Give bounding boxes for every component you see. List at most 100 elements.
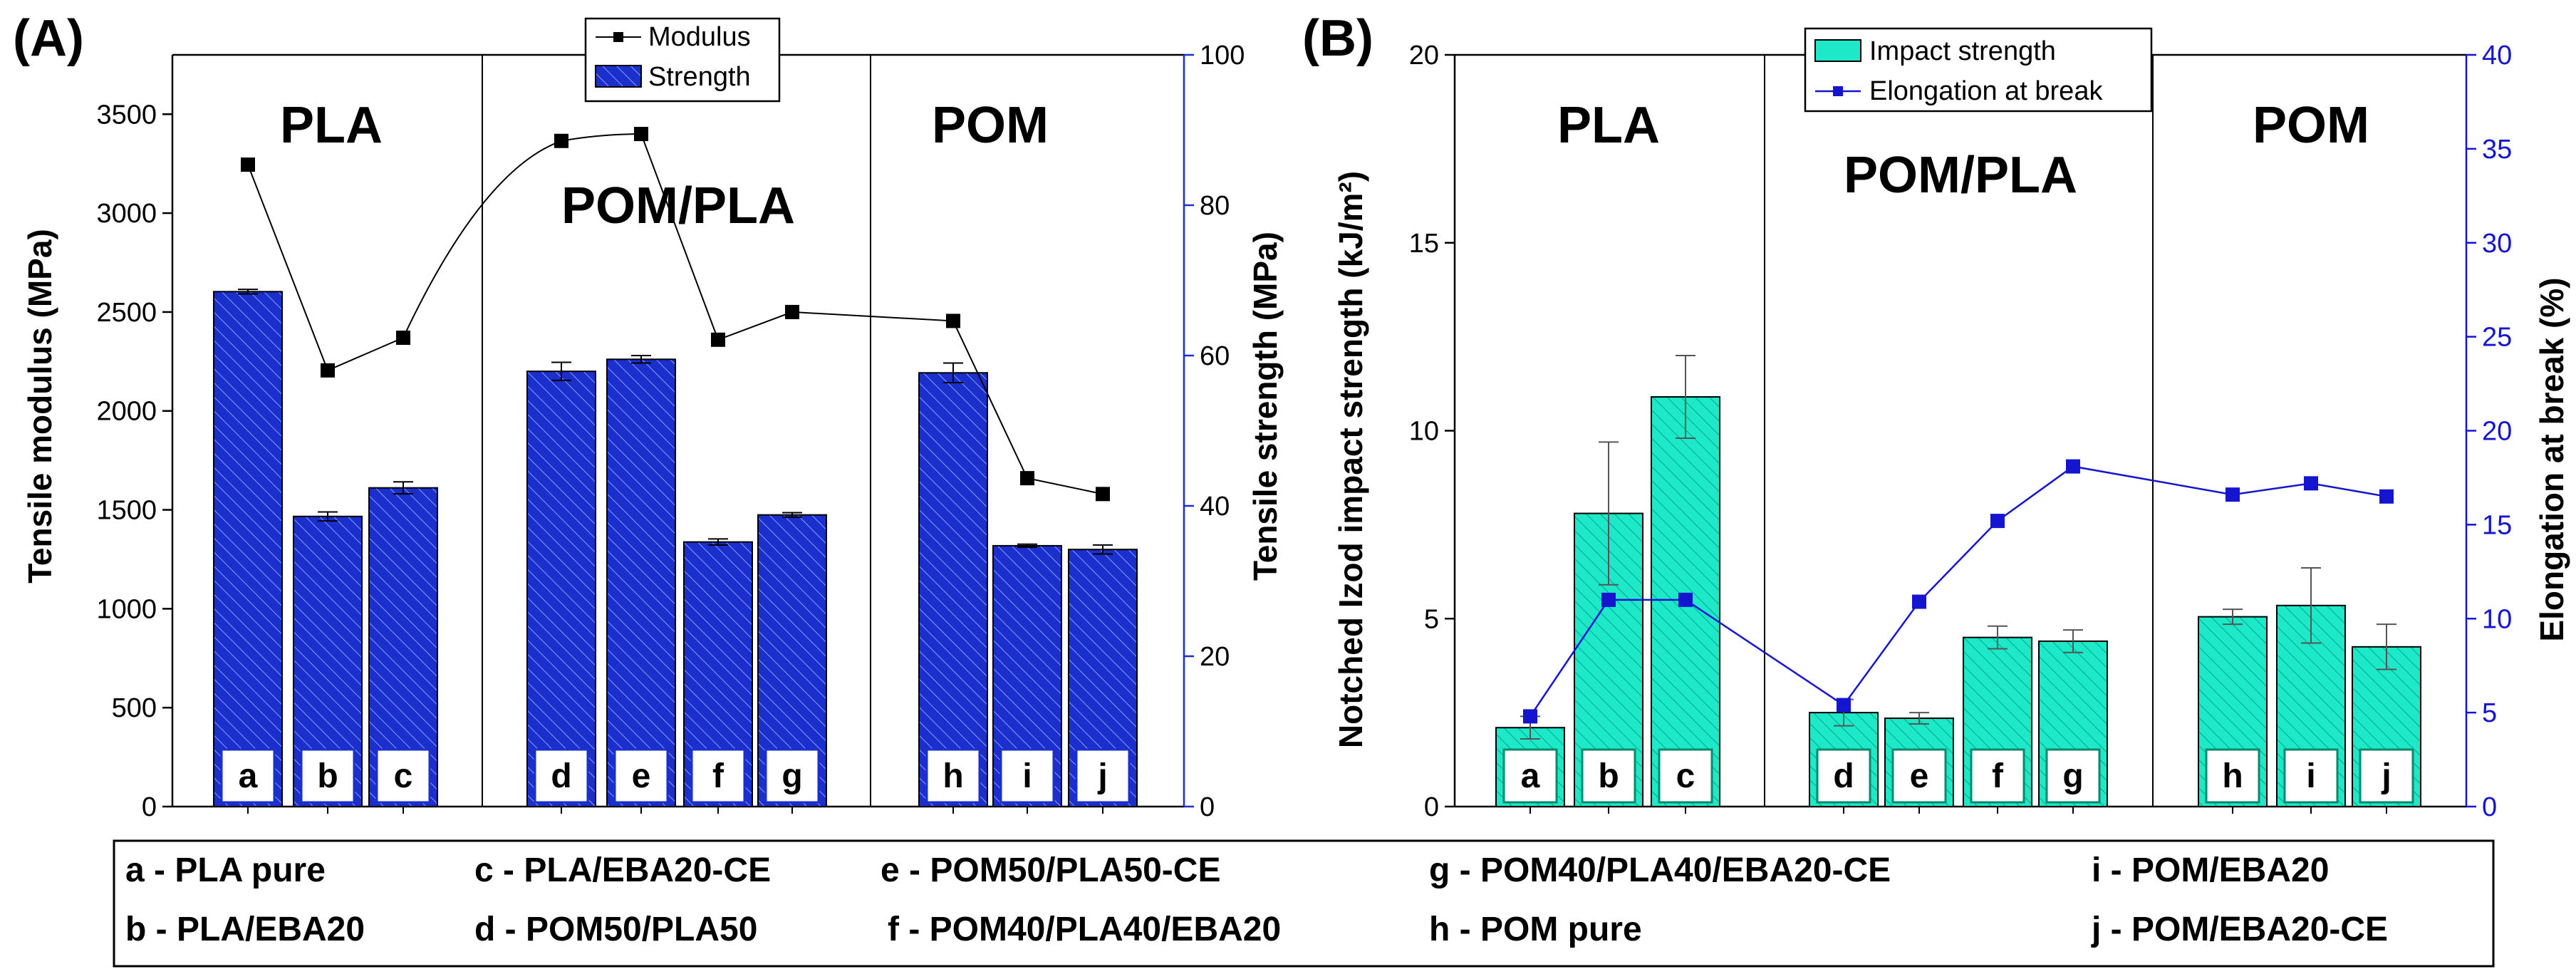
right-tick-label: 35: [2482, 135, 2512, 165]
legend-elongation-label: Elongation at break: [1869, 76, 2103, 106]
category-box-g: [2045, 748, 2101, 804]
right-tick-label: 40: [1200, 492, 1230, 522]
left-tick-label: 3500: [96, 100, 157, 130]
left-tick-label: 20: [1409, 41, 1439, 71]
bar-h: [918, 372, 988, 807]
left-tick-label: 500: [112, 693, 157, 723]
left-tick-label: 5: [1424, 604, 1439, 634]
category-label: d: [1833, 757, 1854, 795]
key-item-d: d - POM50/PLA50: [474, 911, 757, 948]
point-a: [1523, 709, 1537, 724]
category-box-h: [2205, 748, 2260, 804]
point-d: [554, 133, 568, 148]
right-tick-label: 80: [1200, 191, 1230, 221]
group-label: POM/PLA: [561, 177, 795, 234]
category-label: b: [1598, 757, 1619, 795]
panel-a-y-axis-label: Tensile modulus (MPa): [21, 229, 58, 584]
category-box-c: [375, 748, 431, 804]
group-label: PLA: [1557, 97, 1660, 154]
key-item-c: c - PLA/EBA20-CE: [474, 851, 771, 889]
legend-impact-swatch: [1814, 39, 1861, 62]
category-box-a: [220, 748, 276, 804]
panel-a-label: (A): [13, 10, 84, 67]
legend-impact-label: Impact strength: [1869, 36, 2056, 66]
right-tick-label: 100: [1200, 41, 1245, 71]
bar-a: [213, 291, 283, 807]
series-line: [561, 133, 642, 142]
right-tick-label: 15: [2482, 510, 2512, 540]
category-box-d: [534, 748, 589, 804]
series-line: [1529, 465, 2387, 718]
category-box-a: [1502, 748, 1558, 804]
legend-elongation-marker: [1833, 86, 1843, 96]
panel-b-label: (B): [1302, 10, 1373, 67]
key-table-frame: [113, 839, 2495, 968]
left-tick-label: 10: [1409, 417, 1439, 447]
category-label: c: [394, 757, 413, 795]
category-box-h: [925, 748, 981, 804]
legend-strength-label: Strength: [648, 62, 751, 92]
right-tick-label: 25: [2482, 323, 2512, 353]
panel-a: (A) Tensile modulus (MPa) Tensile streng…: [13, 10, 1284, 822]
category-box-b: [300, 748, 355, 804]
category-label: j: [1097, 757, 1107, 795]
category-label: g: [781, 757, 802, 795]
panel-a-legend: Modulus Strength: [584, 17, 781, 103]
right-tick-label: 20: [1200, 642, 1230, 672]
category-label: i: [2306, 757, 2315, 795]
point-i: [2304, 476, 2318, 491]
right-tick-label: 20: [2482, 417, 2512, 447]
left-tick-label: 2500: [96, 298, 157, 328]
category-box-c: [1658, 748, 1713, 804]
legend-box: [1804, 27, 2153, 113]
right-tick-label: 5: [2482, 698, 2497, 728]
key-item-f: f - POM40/PLA40/EBA20: [888, 911, 1281, 948]
group-label: POM/PLA: [1844, 147, 2077, 204]
point-h: [2226, 487, 2240, 502]
legend-modulus-marker: [613, 32, 623, 42]
key-item-a: a - PLA pure: [125, 851, 326, 889]
panel-b-y2-axis-label: Elongation at break (%): [2533, 277, 2570, 641]
legend-modulus-label: Modulus: [648, 22, 751, 52]
key-table: a - PLA pure b - PLA/EBA20 c - PLA/EBA20…: [113, 839, 2495, 968]
key-item-g: g - POM40/PLA40/EBA20-CE: [1429, 851, 1891, 889]
left-tick-label: 1000: [96, 594, 157, 624]
group-label: POM: [932, 97, 1049, 154]
right-tick-label: 0: [2482, 792, 2497, 822]
category-label: j: [2381, 757, 2391, 795]
point-e: [634, 127, 648, 142]
point-e: [1912, 594, 1926, 609]
key-item-h: h - POM pure: [1429, 911, 1642, 948]
point-j: [2379, 489, 2394, 504]
category-label: g: [2062, 757, 2083, 795]
category-label: a: [239, 757, 258, 795]
category-box-g: [764, 748, 820, 804]
left-tick-label: 0: [142, 792, 157, 822]
key-item-e: e - POM50/PLA50-CE: [881, 851, 1220, 889]
category-box-j: [1075, 748, 1131, 804]
category-box-b: [1581, 748, 1636, 804]
point-f: [1990, 514, 2005, 529]
series-line: [402, 140, 562, 338]
right-tick-label: 60: [1200, 341, 1230, 371]
right-tick-label: 0: [1200, 792, 1215, 822]
key-item-i: i - POM/EBA20: [2092, 851, 2329, 889]
point-h: [946, 314, 960, 328]
point-b: [1601, 592, 1616, 607]
left-tick-label: 1500: [96, 496, 157, 526]
category-label: h: [2222, 757, 2243, 795]
category-label: b: [317, 757, 338, 795]
right-tick-label: 10: [2482, 604, 2512, 634]
point-c: [1678, 592, 1693, 607]
point-d: [1837, 698, 1851, 713]
category-box-e: [613, 748, 669, 804]
left-tick-label: 3000: [96, 199, 157, 229]
key-item-j: j - POM/EBA20-CE: [2091, 911, 2388, 948]
category-box-e: [1891, 748, 1947, 804]
category-box-j: [2359, 748, 2414, 804]
point-f: [711, 332, 725, 347]
category-label: i: [1022, 757, 1032, 795]
left-tick-label: 2000: [96, 397, 157, 427]
point-g: [2066, 459, 2080, 474]
